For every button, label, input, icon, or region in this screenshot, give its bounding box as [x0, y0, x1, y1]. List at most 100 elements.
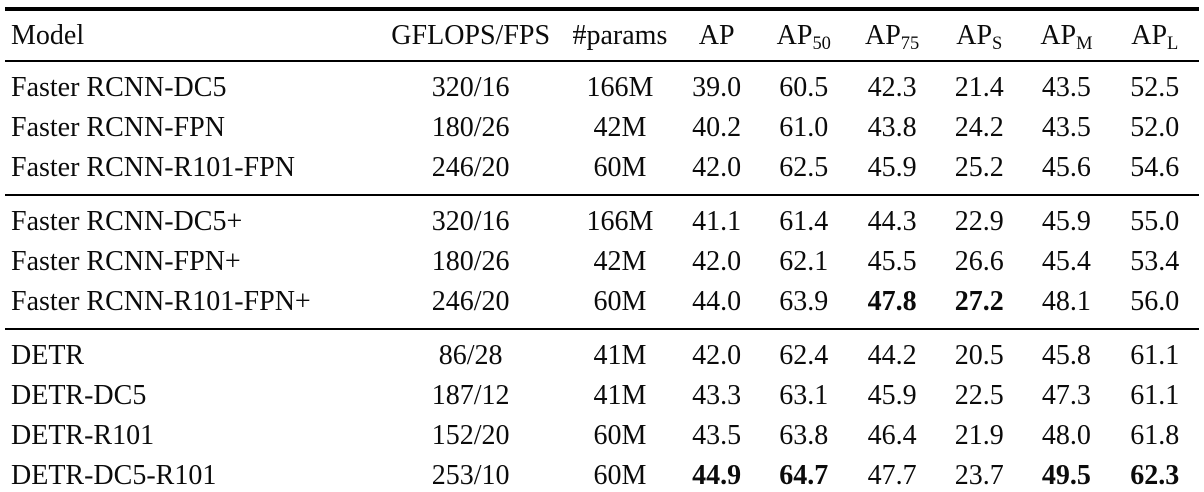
apm-cell: 45.8	[1041, 340, 1091, 371]
header-apm-base: AP	[1040, 20, 1077, 51]
model-cell: Faster RCNN-R101-FPN	[11, 152, 295, 183]
apm-cell: 48.0	[1041, 420, 1091, 451]
ap50-cell: 61.0	[779, 112, 829, 143]
header-aps: APS	[936, 9, 1022, 61]
apm-cell: 43.5	[1041, 112, 1091, 143]
params-cell: 60M	[593, 460, 647, 491]
apl-cell: 54.6	[1130, 152, 1180, 183]
gflops-fps-cell: 320/16	[431, 72, 510, 103]
header-aps-sub: S	[992, 33, 1003, 54]
ap75-cell: 47.7	[867, 460, 917, 491]
header-ap50-sub: 50	[812, 33, 831, 54]
header-aps-base: AP	[956, 20, 993, 51]
table-row: Faster RCNN-DC5 320/16 166M 39.0 60.5 42.3 21.…	[5, 61, 1199, 108]
apm-cell: 45.9	[1041, 206, 1091, 237]
header-ap75-base: AP	[864, 20, 901, 51]
ap50-cell: 62.5	[779, 152, 829, 183]
apl-cell: 56.0	[1130, 286, 1180, 317]
gflops-fps-cell: 246/20	[431, 286, 510, 317]
ap-cell: 42.0	[692, 340, 742, 371]
ap75-cell: 45.9	[867, 380, 917, 411]
ap50-cell: 61.4	[779, 206, 829, 237]
params-cell: 41M	[593, 380, 647, 411]
aps-cell: 22.9	[954, 206, 1004, 237]
header-ap: AP	[674, 9, 760, 61]
table-group-2: Faster RCNN-DC5+ 320/16 166M 41.1 61.4 44.3 22…	[5, 195, 1199, 329]
model-cell: Faster RCNN-DC5	[11, 72, 227, 103]
aps-cell: 24.2	[954, 112, 1004, 143]
header-model: Model	[11, 20, 85, 51]
ap75-cell: 45.9	[867, 152, 917, 183]
ap50-cell: 63.8	[779, 420, 829, 451]
model-cell: DETR-DC5	[11, 380, 147, 411]
header-ap75: AP75	[848, 9, 936, 61]
apm-cell: 45.6	[1041, 152, 1091, 183]
aps-cell: 26.6	[954, 246, 1004, 277]
params-cell: 42M	[593, 246, 647, 277]
aps-cell: 25.2	[954, 152, 1004, 183]
aps-cell: 21.9	[954, 420, 1004, 451]
aps-cell: 20.5	[954, 340, 1004, 371]
table-row: Faster RCNN-R101-FPN+ 246/20 60M 44.0 63.9 47…	[5, 282, 1199, 329]
apm-cell: 47.3	[1041, 380, 1091, 411]
apm-cell: 49.5	[1041, 460, 1091, 491]
ap75-cell: 47.8	[867, 286, 917, 317]
gflops-fps-cell: 253/10	[431, 460, 510, 491]
aps-cell: 23.7	[954, 460, 1004, 491]
ap-cell: 42.0	[692, 152, 742, 183]
table-row: Faster RCNN-FPN+ 180/26 42M 42.0 62.1 45.5 26.…	[5, 242, 1199, 282]
ap50-cell: 60.5	[779, 72, 829, 103]
ap-cell: 43.3	[692, 380, 742, 411]
apl-cell: 61.1	[1130, 380, 1180, 411]
model-cell: Faster RCNN-R101-FPN+	[11, 286, 311, 317]
header-gflops-fps: GFLOPS/FPS	[391, 20, 551, 51]
ap-cell: 40.2	[692, 112, 742, 143]
params-cell: 60M	[593, 152, 647, 183]
model-cell: Faster RCNN-FPN	[11, 112, 225, 143]
ap-cell: 44.0	[692, 286, 742, 317]
table-row: DETR 86/28 41M 42.0 62.4 44.2 20.5 45.8 61.1	[5, 329, 1199, 376]
model-cell: Faster RCNN-FPN+	[11, 246, 241, 277]
gflops-fps-cell: 86/28	[438, 340, 503, 371]
params-cell: 166M	[586, 72, 654, 103]
header-ap50-base: AP	[776, 20, 813, 51]
ap50-cell: 63.1	[779, 380, 829, 411]
ap50-cell: 64.7	[779, 460, 829, 491]
apm-cell: 48.1	[1041, 286, 1091, 317]
apl-cell: 62.3	[1130, 460, 1180, 491]
table-group-3: DETR 86/28 41M 42.0 62.4 44.2 20.5 45.8 61.1 DETR…	[5, 329, 1199, 492]
ap75-cell: 42.3	[867, 72, 917, 103]
ap75-cell: 46.4	[867, 420, 917, 451]
table-row: Faster RCNN-FPN 180/26 42M 40.2 61.0 43.8 24.2…	[5, 108, 1199, 148]
table-group-1: Faster RCNN-DC5 320/16 166M 39.0 60.5 42.3 21.…	[5, 61, 1199, 195]
apl-cell: 61.1	[1130, 340, 1180, 371]
model-cell: DETR	[11, 340, 85, 371]
model-cell: Faster RCNN-DC5+	[11, 206, 243, 237]
aps-cell: 21.4	[954, 72, 1004, 103]
header-apl-base: AP	[1131, 20, 1168, 51]
params-cell: 41M	[593, 340, 647, 371]
model-cell: DETR-DC5-R101	[11, 460, 217, 491]
ap75-cell: 43.8	[867, 112, 917, 143]
ap-cell: 39.0	[692, 72, 742, 103]
ap-cell: 41.1	[692, 206, 742, 237]
apl-cell: 52.0	[1130, 112, 1180, 143]
header-ap75-sub: 75	[900, 33, 920, 54]
ap50-cell: 62.1	[779, 246, 829, 277]
apl-cell: 53.4	[1130, 246, 1180, 277]
ap-cell: 43.5	[692, 420, 742, 451]
header-apm-sub: M	[1076, 33, 1093, 54]
model-cell: DETR-R101	[11, 420, 155, 451]
table-row: Faster RCNN-R101-FPN 246/20 60M 42.0 62.5 45.…	[5, 148, 1199, 195]
header-ap-base: AP	[698, 20, 735, 51]
aps-cell: 22.5	[954, 380, 1004, 411]
ap75-cell: 44.3	[867, 206, 917, 237]
aps-cell: 27.2	[954, 286, 1004, 317]
gflops-fps-cell: 180/26	[431, 112, 510, 143]
header-apl: APL	[1111, 9, 1199, 61]
ap75-cell: 45.5	[867, 246, 917, 277]
params-cell: 60M	[593, 420, 647, 451]
header-ap50: AP50	[760, 9, 848, 61]
gflops-fps-cell: 152/20	[431, 420, 510, 451]
